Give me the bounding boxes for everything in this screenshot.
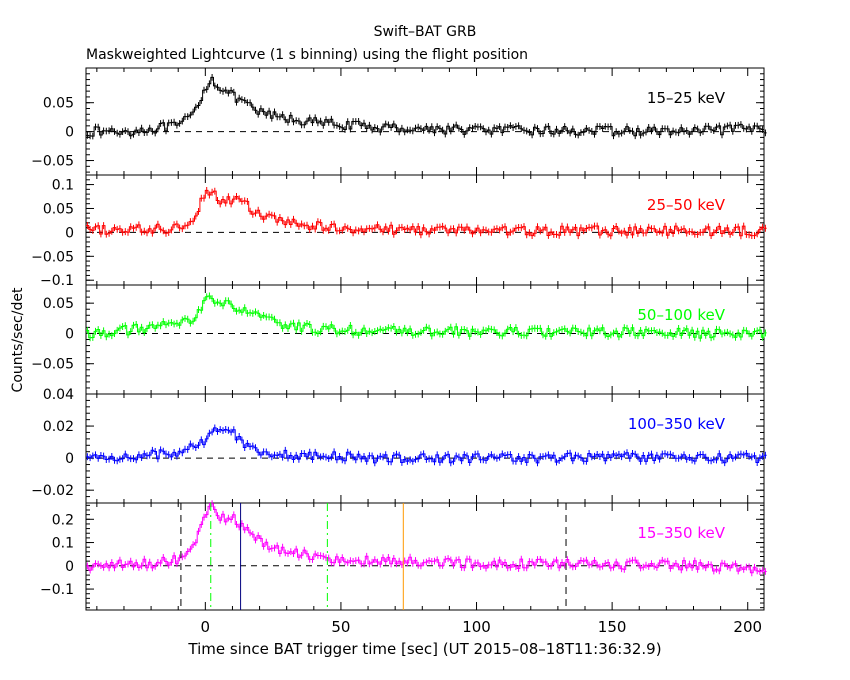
band-label: 100–350 keV bbox=[628, 415, 726, 433]
y-tick-label: 0 bbox=[65, 559, 74, 575]
y-tick-label: −0.05 bbox=[31, 154, 74, 170]
y-tick-label: −0.05 bbox=[31, 357, 74, 373]
panel-5: −0.1 0 0.1 0.2 15–350 keV 0 50 100 150 200 bbox=[40, 500, 767, 636]
y-tick-label: 0.2 bbox=[52, 512, 74, 528]
chart-subtitle: Maskweighted Lightcurve (1 s binning) us… bbox=[86, 47, 528, 63]
y-tick-label: 0 bbox=[65, 225, 74, 241]
band-label: 15–25 keV bbox=[647, 89, 726, 107]
panel-frame bbox=[85, 67, 765, 176]
panel-2: −0.1 −0.05 0 0.05 0.1 25–50 keV bbox=[31, 174, 767, 289]
panel-frame bbox=[85, 284, 765, 395]
x-tick-label: 50 bbox=[331, 618, 350, 636]
panel-1: −0.05 0 0.05 15–25 keV bbox=[31, 67, 767, 176]
y-tick-label: 0.05 bbox=[43, 201, 74, 217]
y-axis-label: Counts/sec/det bbox=[10, 287, 26, 392]
y-tick-label: −0.1 bbox=[40, 273, 74, 289]
y-tick-label: 0 bbox=[65, 125, 74, 141]
band-label: 50–100 keV bbox=[637, 306, 725, 324]
x-tick-label: 100 bbox=[462, 618, 491, 636]
x-tick-label: 200 bbox=[733, 618, 762, 636]
band-label: 25–50 keV bbox=[647, 196, 726, 214]
chart-title: Swift–BAT GRB bbox=[374, 24, 477, 40]
panels-group: −0.05 0 0.05 15–25 keV −0.1 −0.05 0 0.05 0.1 25–5… bbox=[31, 67, 767, 636]
y-tick-label: −0.1 bbox=[40, 582, 74, 598]
y-tick-label: 0.05 bbox=[43, 296, 74, 312]
panel-4: −0.02 0 0.02 0.04 100–350 keV bbox=[31, 387, 767, 504]
lightcurve-line bbox=[86, 189, 767, 237]
lightcurve-line bbox=[86, 76, 767, 137]
panel-3: −0.05 0 0.05 50–100 keV bbox=[31, 284, 767, 395]
y-tick-label: 0.1 bbox=[52, 178, 74, 194]
y-tick-label: 0 bbox=[65, 451, 74, 467]
lightcurve-line bbox=[86, 427, 767, 464]
x-tick-label: 0 bbox=[201, 618, 211, 636]
y-tick-label: 0.05 bbox=[43, 96, 74, 112]
y-tick-label: 0.04 bbox=[43, 387, 74, 403]
band-label: 15–350 keV bbox=[637, 524, 725, 542]
y-tick-label: 0 bbox=[65, 326, 74, 342]
panel-frame bbox=[85, 502, 765, 611]
y-tick-label: 0.1 bbox=[52, 536, 74, 552]
y-tick-label: −0.05 bbox=[31, 249, 74, 265]
y-tick-label: −0.02 bbox=[31, 483, 74, 499]
x-axis-label: Time since BAT trigger time [sec] (UT 20… bbox=[187, 640, 661, 658]
y-tick-label: 0.02 bbox=[43, 419, 74, 435]
lightcurve-line bbox=[86, 295, 767, 339]
lightcurve-line bbox=[86, 503, 767, 574]
x-tick-label: 150 bbox=[598, 618, 627, 636]
